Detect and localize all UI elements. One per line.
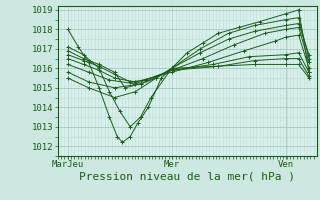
X-axis label: Pression niveau de la mer( hPa ): Pression niveau de la mer( hPa ) [79, 172, 295, 182]
